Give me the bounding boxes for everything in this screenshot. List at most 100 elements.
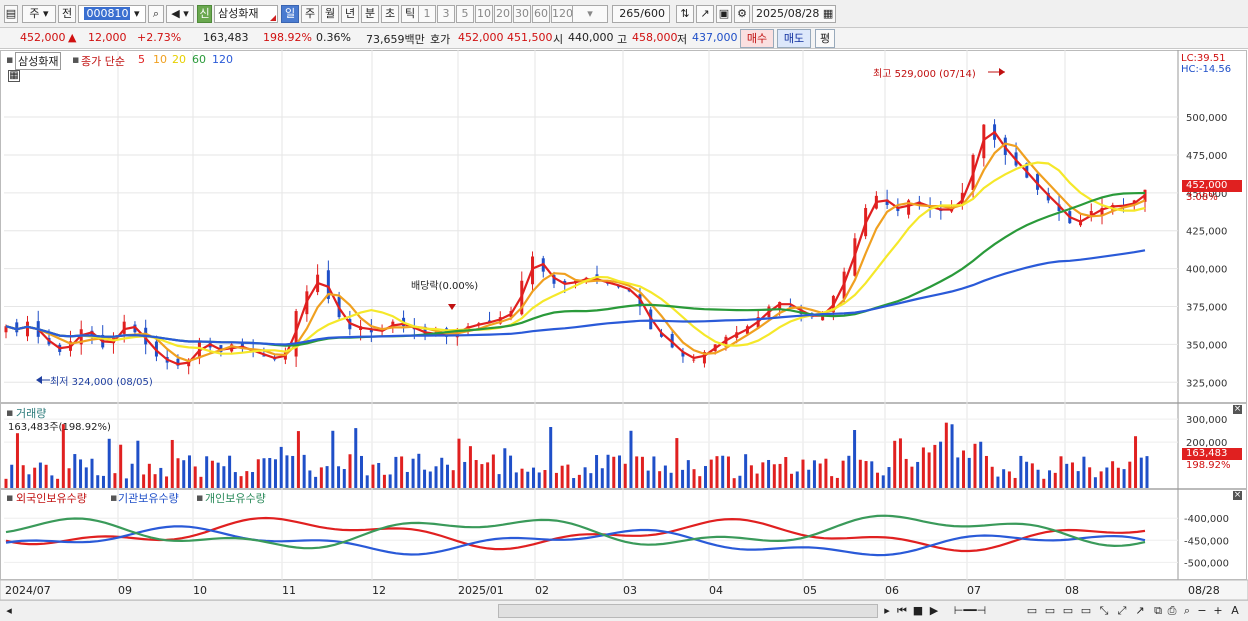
rewind-icon[interactable]: ⏮	[897, 604, 907, 617]
volume-bar-123	[709, 459, 713, 488]
layout-icon-3[interactable]: ▭	[1062, 604, 1074, 617]
period-tab-2[interactable]: 월	[321, 5, 339, 23]
interval-button-3[interactable]: 3	[437, 5, 455, 23]
ma-title[interactable]: 종가 단순	[81, 55, 125, 68]
gear-icon[interactable]: ⚙	[734, 5, 750, 23]
zoom-icon[interactable]: ⌕	[1183, 604, 1191, 617]
interval-button-10[interactable]: 10	[475, 5, 493, 23]
price-tick-0: 325,000	[1186, 378, 1227, 389]
x-label-5: 2025/01	[458, 584, 504, 597]
last-price-tag: 452,000	[1182, 180, 1242, 192]
volume-bar-4	[27, 474, 31, 488]
chart-area[interactable]: 325,000 350,000 375,000 400,000 425,000 450,0…	[0, 50, 1248, 600]
foreign-holdings-label[interactable]: 외국인보유수량	[16, 492, 87, 505]
play-icon[interactable]: ▶	[929, 604, 939, 617]
period-tab-1[interactable]: 주	[301, 5, 319, 23]
table-toggle-icon[interactable]: ▦	[8, 70, 20, 82]
interval-button-20[interactable]: 20	[494, 5, 512, 23]
volume-bar-174	[1002, 469, 1006, 488]
layout-icon-1[interactable]: ▭	[1026, 604, 1038, 617]
period-tab-0[interactable]: 일	[281, 5, 299, 23]
interval-button-60[interactable]: 60	[532, 5, 550, 23]
date-field[interactable]: 2025/08/28 ▦	[752, 5, 836, 23]
eval-button[interactable]: 평	[815, 29, 835, 48]
speaker-icon[interactable]: ◀ ▾	[166, 5, 194, 23]
ma5-label[interactable]: 5	[138, 53, 145, 66]
crosshair-icon[interactable]: ⤡	[1099, 604, 1109, 617]
institution-holdings-label[interactable]: 기관보유수량	[118, 492, 179, 505]
font-size-icon[interactable]: A	[1231, 604, 1239, 617]
volume-bar-120	[692, 469, 696, 488]
volume-bar-192	[1105, 467, 1109, 488]
volume-bar-25	[147, 463, 151, 488]
holdings-close-icon[interactable]: ×	[1233, 490, 1242, 500]
zoom-slider[interactable]: ⊢━━⊣	[953, 604, 987, 617]
interval-button-1[interactable]: 1	[418, 5, 436, 23]
scroll-left-icon[interactable]: ◂	[6, 604, 12, 617]
candle-body-73	[788, 306, 792, 308]
stock-code-input[interactable]: 000810 ▾	[78, 5, 146, 23]
bar-count-field[interactable]: 265/600	[612, 5, 670, 23]
volume-bar-101	[583, 467, 587, 488]
stock-name-field[interactable]: 삼성화재	[214, 5, 278, 23]
candle-body-34	[369, 328, 373, 333]
line-tool-icon[interactable]: ↗	[1135, 604, 1145, 617]
zoom-out-icon[interactable]: −	[1197, 604, 1207, 617]
date-value: 2025/08/28	[756, 7, 820, 20]
volume-bar-35	[205, 456, 209, 488]
turnover-rate: 0.36%	[316, 31, 351, 44]
interval-button-5[interactable]: 5	[456, 5, 474, 23]
candle-body-97	[1046, 193, 1050, 201]
volume-bar-96	[554, 472, 558, 488]
volume-close-icon[interactable]: ×	[1233, 404, 1242, 414]
copy-icon[interactable]: ⧉	[1154, 604, 1162, 617]
period-tab-3[interactable]: 년	[341, 5, 359, 23]
volume-bar-56	[325, 466, 329, 488]
market-select[interactable]: 전	[58, 5, 76, 23]
calendar-icon[interactable]: ▦	[822, 7, 834, 20]
buy-button[interactable]: 매수	[740, 29, 774, 48]
volume-bar-10	[61, 424, 65, 488]
trend-icon[interactable]: ⤢	[1117, 604, 1127, 617]
scroll-right-icon[interactable]: ▸	[884, 604, 890, 617]
volume-bar-32	[187, 455, 191, 488]
volume-bar-118	[681, 469, 685, 488]
volume-bar-109	[629, 430, 633, 488]
volume-bar-31	[182, 460, 186, 488]
menu-icon[interactable]: ▤	[4, 5, 18, 23]
volume-bar-178	[1025, 461, 1029, 488]
candle-body-64	[692, 359, 696, 361]
period-type-select[interactable]: 주 ▾	[22, 5, 56, 23]
ma20-label[interactable]: 20	[172, 53, 186, 66]
volume-bar-130	[749, 465, 753, 488]
hc-label: HC:-14.56	[1181, 64, 1232, 75]
save-icon[interactable]: ▣	[716, 5, 732, 23]
volume-bar-18	[107, 438, 111, 488]
period-tab-5[interactable]: 초	[381, 5, 399, 23]
volume-bar-196	[1128, 461, 1132, 488]
sell-button[interactable]: 매도	[777, 29, 811, 48]
ma60-label[interactable]: 60	[192, 53, 206, 66]
stop-icon[interactable]: ■	[912, 604, 924, 617]
layout-icon-2[interactable]: ▭	[1044, 604, 1056, 617]
volume-bar-97	[560, 465, 564, 488]
price-tick-1: 350,000	[1186, 340, 1227, 351]
interval-button-120[interactable]: 120	[551, 5, 573, 23]
scroll-thumb[interactable]	[498, 604, 878, 618]
interval-button-30[interactable]: 30	[513, 5, 531, 23]
ma10-label[interactable]: 10	[153, 53, 167, 66]
volume-title[interactable]: 거래량	[16, 407, 47, 420]
zoom-in-icon[interactable]: +	[1213, 604, 1223, 617]
volume-bar-153	[881, 475, 885, 488]
search-icon[interactable]: ⌕	[148, 5, 164, 23]
stock-name-label[interactable]: 삼성화재	[15, 52, 62, 70]
layout-icon-4[interactable]: ▭	[1080, 604, 1092, 617]
ma120-label[interactable]: 120	[212, 53, 233, 66]
indicator-icon[interactable]: ⇅	[676, 5, 694, 23]
individual-holdings-label[interactable]: 개인보유수량	[205, 492, 266, 505]
period-tab-4[interactable]: 분	[361, 5, 379, 23]
draw-tool-icon[interactable]: ↗	[696, 5, 714, 23]
print-icon[interactable]: ⎙	[1167, 604, 1177, 617]
custom-interval-select[interactable]: ▾	[572, 5, 608, 23]
period-tab-6[interactable]: 틱	[401, 5, 419, 23]
